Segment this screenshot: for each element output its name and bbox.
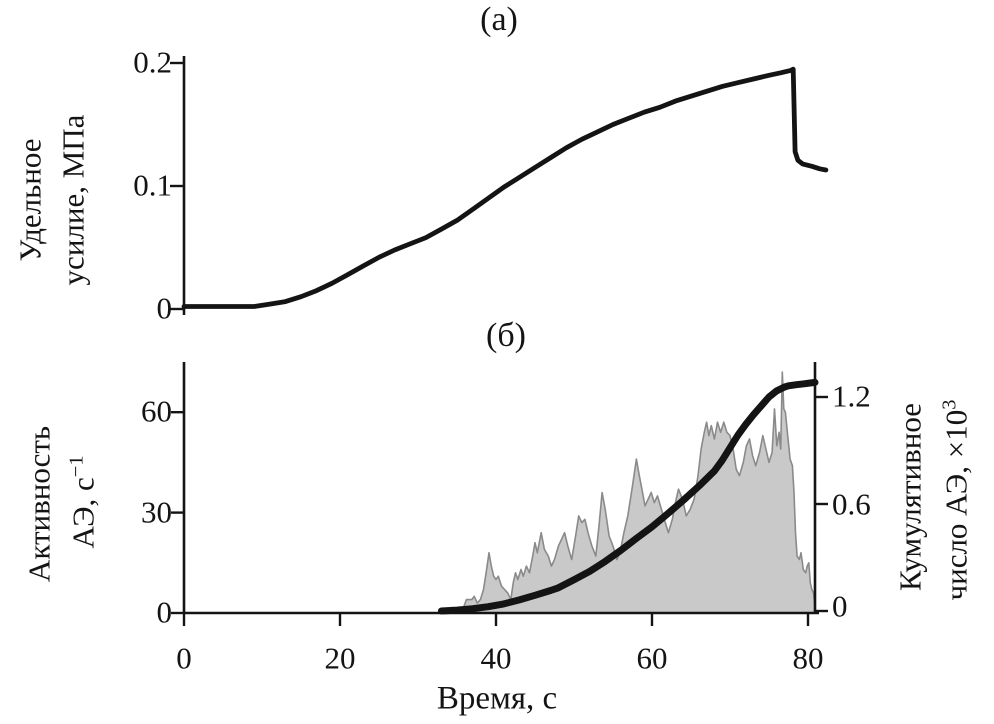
panel-b-right-ytick-label-1.2: 1.2 bbox=[832, 378, 871, 414]
panel-a-ytick-label-0: 0 bbox=[156, 290, 173, 326]
panel-b-xtick-label-60: 60 bbox=[636, 640, 668, 676]
panel-a-ytick-label-0.2: 0.2 bbox=[133, 44, 172, 80]
panel-b-tag: (б) bbox=[486, 317, 526, 355]
cumulative-ae-curve bbox=[437, 378, 819, 615]
panel-b-right-ytick-label-0.6: 0.6 bbox=[832, 486, 871, 522]
panel-a-tag: (а) bbox=[480, 1, 518, 39]
x-axis-title: Время, с bbox=[436, 680, 558, 717]
ae-activity-area bbox=[440, 371, 817, 614]
panel-a-ytick-label-0.1: 0.1 bbox=[133, 167, 172, 203]
panel-b-left-ylabel-line2-base: АЭ, с bbox=[65, 477, 101, 549]
panel-a-ylabel-line2: усилие, МПа bbox=[55, 114, 91, 286]
panel-b-right-ylabel-line2: число АЭ, ×103 bbox=[938, 399, 974, 601]
panel-b-xtick-label-80: 80 bbox=[792, 640, 824, 676]
panel-a-ylabel-line1: Удельное bbox=[12, 138, 48, 262]
panel-b-left-ytick-label-30: 30 bbox=[141, 494, 172, 530]
panel-b-xtick-label-20: 20 bbox=[324, 640, 356, 676]
panel-b-right-ytick-label-0: 0 bbox=[832, 588, 848, 624]
panel-b-left-ylabel-line2-sup: −1 bbox=[65, 455, 88, 478]
panel-b-left-ytick-label-60: 60 bbox=[141, 393, 172, 429]
panel-b-right-ylabel-line1: Кумулятивное bbox=[892, 403, 928, 591]
panel-b-right-ylabel-line2-base: число АЭ, ×10 bbox=[938, 409, 974, 601]
panel-b-xtick-label-40: 40 bbox=[480, 640, 512, 676]
stress-curve bbox=[181, 66, 829, 309]
panel-b-xtick-label-0: 0 bbox=[176, 640, 192, 676]
panel-b-left-ylabel-line2: АЭ, с−1 bbox=[65, 455, 101, 549]
panel-b-left-ylabel-line1: Активность bbox=[21, 425, 57, 583]
panel-b-left-ytick-label-0: 0 bbox=[156, 594, 173, 630]
panel-b-right-ylabel-line2-sup: 3 bbox=[938, 399, 961, 410]
